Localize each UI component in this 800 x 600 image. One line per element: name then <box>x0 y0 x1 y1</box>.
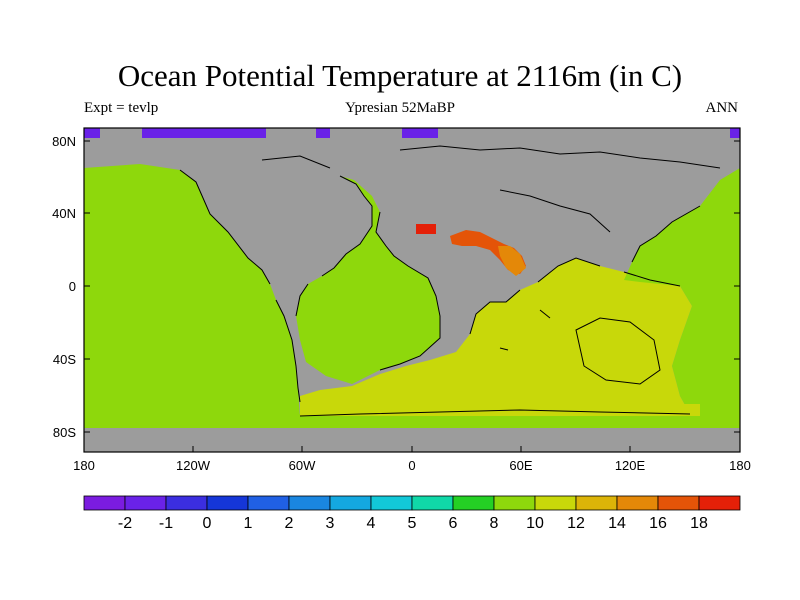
lon-tick-label: 60W <box>289 458 316 473</box>
ocean-pacific-west <box>84 164 300 418</box>
colorbar-label: 18 <box>690 515 708 532</box>
map-area <box>84 128 740 452</box>
map-title: Ocean Potential Temperature at 2116m (in… <box>117 58 683 93</box>
colorbar-label: 4 <box>367 515 376 532</box>
arctic-patch <box>142 128 266 138</box>
colorbar-box <box>657 495 700 511</box>
colorbar-box <box>288 495 331 511</box>
colorbar-box <box>411 495 454 511</box>
colorbar-label: 6 <box>449 515 458 532</box>
ocean-tethys-hot <box>416 224 436 234</box>
colorbar-box <box>616 495 659 511</box>
lon-tick-label: 180 <box>729 458 751 473</box>
lon-tick-label: 120E <box>615 458 646 473</box>
arctic-patch <box>84 128 100 138</box>
lon-tick-label: 0 <box>408 458 415 473</box>
colorbar-label: 8 <box>490 515 499 532</box>
colorbar-box <box>206 495 249 511</box>
lat-tick-label: 40N <box>52 206 76 221</box>
colorbar-box <box>247 495 290 511</box>
colorbar-box <box>83 495 126 511</box>
colorbar-labels: -2 -1 0 1 2 3 4 5 6 8 10 12 14 16 18 <box>118 515 708 532</box>
colorbar-label: 14 <box>608 515 626 532</box>
colorbar-box <box>452 495 495 511</box>
colorbar-label: 3 <box>326 515 335 532</box>
colorbar-label: -1 <box>159 515 173 532</box>
colorbar-box <box>534 495 577 511</box>
lon-tick-marks <box>83 446 741 452</box>
lat-tick-label: 40S <box>53 352 76 367</box>
lat-tick-label: 80N <box>52 134 76 149</box>
ocean-indian-southern <box>300 258 692 416</box>
colorbar <box>83 495 741 511</box>
colorbar-box <box>698 495 741 511</box>
arctic-patch <box>402 128 438 138</box>
arctic-patch <box>730 128 740 138</box>
colorbar-label: 5 <box>408 515 417 532</box>
colorbar-box <box>370 495 413 511</box>
colorbar-label: 12 <box>567 515 585 532</box>
colorbar-label: 1 <box>244 515 253 532</box>
colorbar-label: 16 <box>649 515 667 532</box>
ocean-atlantic <box>296 176 440 384</box>
ocean-pacific-east <box>624 168 740 414</box>
colorbar-box <box>493 495 536 511</box>
colorbar-label: 0 <box>203 515 212 532</box>
map-subtitle: Ypresian 52MaBP <box>345 100 455 116</box>
colorbar-label: 10 <box>526 515 544 532</box>
coastlines <box>179 145 721 417</box>
colorbar-box <box>124 495 167 511</box>
colorbar-box <box>165 495 208 511</box>
lat-tick-label: 0 <box>69 279 76 294</box>
lon-tick-label: 120W <box>176 458 211 473</box>
colorbar-box <box>329 495 372 511</box>
experiment-label: Expt = tevlp <box>84 100 159 116</box>
colorbar-label: -2 <box>118 515 132 532</box>
lon-tick-label: 180 <box>73 458 95 473</box>
season-label: ANN <box>705 100 739 116</box>
lon-tick-label: 60E <box>509 458 532 473</box>
colorbar-box <box>575 495 618 511</box>
colorbar-label: 2 <box>285 515 294 532</box>
ocean-tethys-warm <box>498 246 526 276</box>
ocean-southern-band <box>84 414 740 428</box>
lat-tick-label: 80S <box>53 425 76 440</box>
arctic-patch <box>316 128 330 138</box>
lat-tick-marks <box>84 140 740 433</box>
